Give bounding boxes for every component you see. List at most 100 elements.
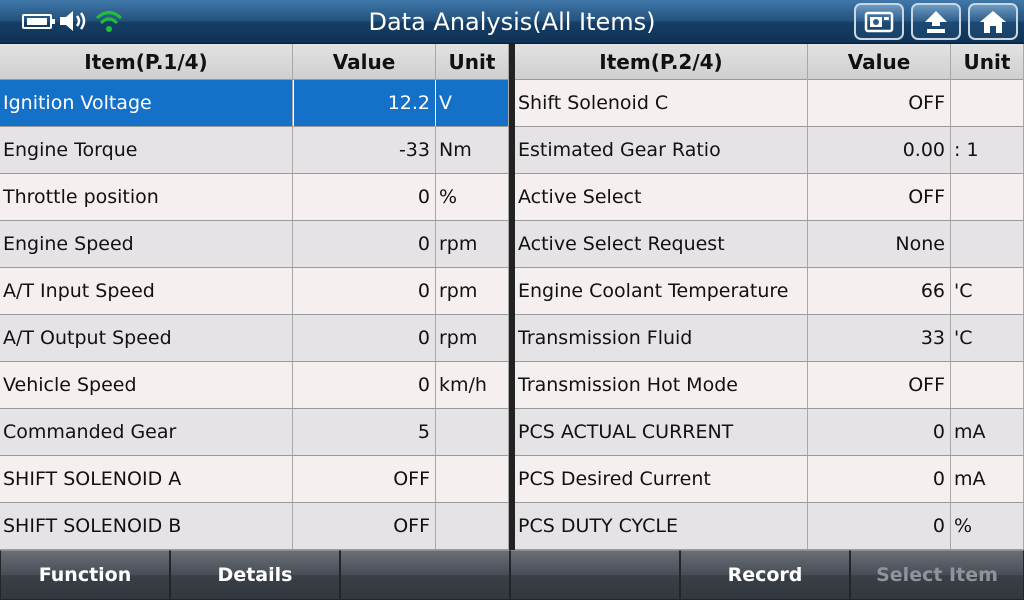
screenshot-button[interactable] [854, 3, 904, 40]
record-button[interactable]: Record [680, 550, 850, 600]
battery-icon [22, 13, 55, 29]
row-unit: rpm [436, 221, 509, 267]
blank-3-button[interactable] [340, 550, 510, 600]
table-row[interactable]: SHIFT SOLENOID A OFF [0, 456, 509, 503]
column-header-item: Item(P.2/4) [515, 44, 808, 80]
screenshot-icon [864, 11, 894, 32]
row-value: OFF [808, 174, 951, 220]
status-icons [22, 8, 124, 34]
row-value: OFF [808, 362, 951, 408]
row-item-name: Commanded Gear [0, 409, 293, 455]
row-unit [951, 174, 1024, 220]
row-item-name: Estimated Gear Ratio [515, 127, 808, 173]
row-unit [951, 80, 1024, 126]
table-row[interactable]: Commanded Gear 5 [0, 409, 509, 456]
function-bar: Function Details Record Select Item [0, 550, 1024, 600]
row-value: 0 [293, 362, 436, 408]
row-value: None [808, 221, 951, 267]
row-unit: rpm [436, 268, 509, 314]
row-unit [436, 503, 509, 549]
table-row[interactable]: Ignition Voltage 12.2 V [0, 80, 509, 127]
row-item-name: Active Select [515, 174, 808, 220]
row-item-name: PCS Desired Current [515, 456, 808, 502]
table-row[interactable]: Vehicle Speed 0 km/h [0, 362, 509, 409]
table-row[interactable]: Shift Solenoid C OFF [515, 80, 1024, 127]
row-value: 0 [808, 503, 951, 549]
row-unit: mA [951, 409, 1024, 455]
table-header: Item(P.2/4) Value Unit [515, 44, 1024, 80]
row-value: 33 [808, 315, 951, 361]
table-divider [509, 44, 515, 550]
table-row[interactable]: PCS DUTY CYCLE 0% [515, 503, 1024, 550]
row-value: 12.2 [293, 80, 436, 126]
row-value: 0 [293, 268, 436, 314]
home-button[interactable] [968, 3, 1018, 40]
row-item-name: SHIFT SOLENOID B [0, 503, 293, 549]
table-row[interactable]: Engine Coolant Temperature 66 'C [515, 268, 1024, 315]
page-title: Data Analysis(All Items) [368, 8, 656, 36]
row-value: OFF [808, 80, 951, 126]
function-button[interactable]: Function [0, 550, 170, 600]
title-bar: Data Analysis(All Items) [0, 0, 1024, 44]
column-header-value: Value [808, 44, 951, 80]
column-header-unit: Unit [436, 44, 509, 80]
back-button[interactable] [911, 3, 961, 40]
row-unit [436, 409, 509, 455]
row-unit [436, 456, 509, 502]
row-value: 0 [808, 409, 951, 455]
row-value: 0 [293, 174, 436, 220]
table-row[interactable]: A/T Input Speed 0 rpm [0, 268, 509, 315]
table-row[interactable]: Estimated Gear Ratio 0.00: 1 [515, 127, 1024, 174]
data-table-area: Item(P.1/4) Value Unit Ignition Voltage 1… [0, 44, 1024, 550]
row-item-name: Engine Torque [0, 127, 293, 173]
row-unit: 'C [951, 315, 1024, 361]
row-value: 0 [808, 456, 951, 502]
row-unit: km/h [436, 362, 509, 408]
table-header: Item(P.1/4) Value Unit [0, 44, 509, 80]
select-item-button[interactable]: Select Item [850, 550, 1024, 600]
row-value: 5 [293, 409, 436, 455]
nav-buttons [854, 3, 1018, 40]
back-icon [925, 10, 947, 33]
details-button[interactable]: Details [170, 550, 340, 600]
row-item-name: Transmission Fluid [515, 315, 808, 361]
table-row[interactable]: Active Select Request None [515, 221, 1024, 268]
row-value: -33 [293, 127, 436, 173]
wifi-icon [95, 11, 123, 32]
table-row[interactable]: Active Select OFF [515, 174, 1024, 221]
table-row[interactable]: Engine Torque -33 Nm [0, 127, 509, 174]
row-unit: 'C [951, 268, 1024, 314]
table-row[interactable]: PCS Desired Current 0 mA [515, 456, 1024, 503]
row-value: 66 [808, 268, 951, 314]
speaker-icon [60, 11, 86, 31]
table-row[interactable]: Transmission Fluid 33 'C [515, 315, 1024, 362]
home-icon [980, 10, 1006, 33]
row-unit [951, 221, 1024, 267]
table-row[interactable]: Throttle position 0% [0, 174, 509, 221]
row-value: 0 [293, 221, 436, 267]
left-data-table: Item(P.1/4) Value Unit Ignition Voltage 1… [0, 44, 509, 550]
table-row[interactable]: A/T Output Speed 0 rpm [0, 315, 509, 362]
row-unit: Nm [436, 127, 509, 173]
row-value: 0 [293, 315, 436, 361]
row-unit: % [951, 503, 1024, 549]
row-unit [951, 362, 1024, 408]
row-item-name: Throttle position [0, 174, 293, 220]
row-unit: mA [951, 456, 1024, 502]
row-unit: V [436, 80, 509, 126]
row-value: OFF [293, 503, 436, 549]
row-item-name: Transmission Hot Mode [515, 362, 808, 408]
row-item-name: PCS DUTY CYCLE [515, 503, 808, 549]
row-item-name: SHIFT SOLENOID A [0, 456, 293, 502]
row-unit: : 1 [951, 127, 1024, 173]
row-item-name: PCS ACTUAL CURRENT [515, 409, 808, 455]
table-row[interactable]: Transmission Hot Mode OFF [515, 362, 1024, 409]
row-unit: rpm [436, 315, 509, 361]
row-item-name: Shift Solenoid C [515, 80, 808, 126]
table-row[interactable]: SHIFT SOLENOID B OFF [0, 503, 509, 550]
blank-4-button[interactable] [510, 550, 680, 600]
table-row[interactable]: PCS ACTUAL CURRENT 0 mA [515, 409, 1024, 456]
row-value: 0.00 [808, 127, 951, 173]
table-row[interactable]: Engine Speed 0 rpm [0, 221, 509, 268]
